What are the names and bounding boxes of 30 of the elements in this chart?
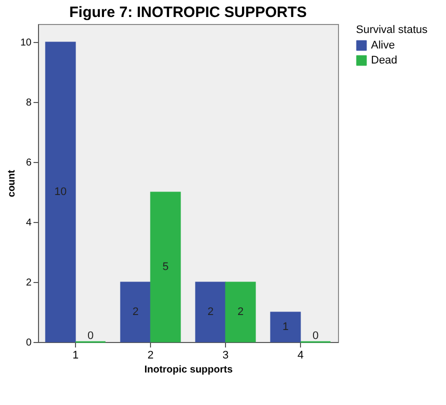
y-tick-label: 2 (26, 278, 32, 288)
bar (270, 312, 301, 342)
legend-label: Alive (371, 40, 395, 52)
data-label: 5 (162, 261, 169, 273)
y-tick-label: 8 (26, 98, 32, 108)
legend-title: Survival status (356, 24, 428, 36)
data-label: 2 (132, 306, 139, 318)
y-tick-label: 6 (26, 158, 32, 168)
data-label: 2 (207, 306, 214, 318)
data-label: 10 (54, 186, 67, 198)
data-label: 1 (282, 321, 289, 333)
bar (45, 42, 76, 342)
chart-title: Figure 7: INOTROPIC SUPPORTS (69, 4, 307, 21)
bar (120, 282, 151, 342)
bar (150, 192, 181, 342)
data-label: 0 (312, 330, 319, 342)
data-label: 0 (87, 330, 94, 342)
x-tick-label: 1 (72, 350, 79, 362)
y-tick-label: 0 (26, 338, 32, 348)
legend-label: Dead (371, 54, 398, 66)
bar (225, 282, 256, 342)
y-tick-label: 4 (26, 218, 32, 228)
x-tick-label: 2 (147, 350, 154, 362)
x-tick-label: 4 (297, 350, 304, 362)
x-tick-label: 3 (222, 350, 229, 362)
x-axis-title: Inotropic supports (144, 364, 234, 376)
data-label: 2 (237, 306, 244, 318)
bar (195, 282, 226, 342)
y-axis-title: count (6, 169, 18, 198)
y-tick-label: 10 (20, 38, 32, 48)
